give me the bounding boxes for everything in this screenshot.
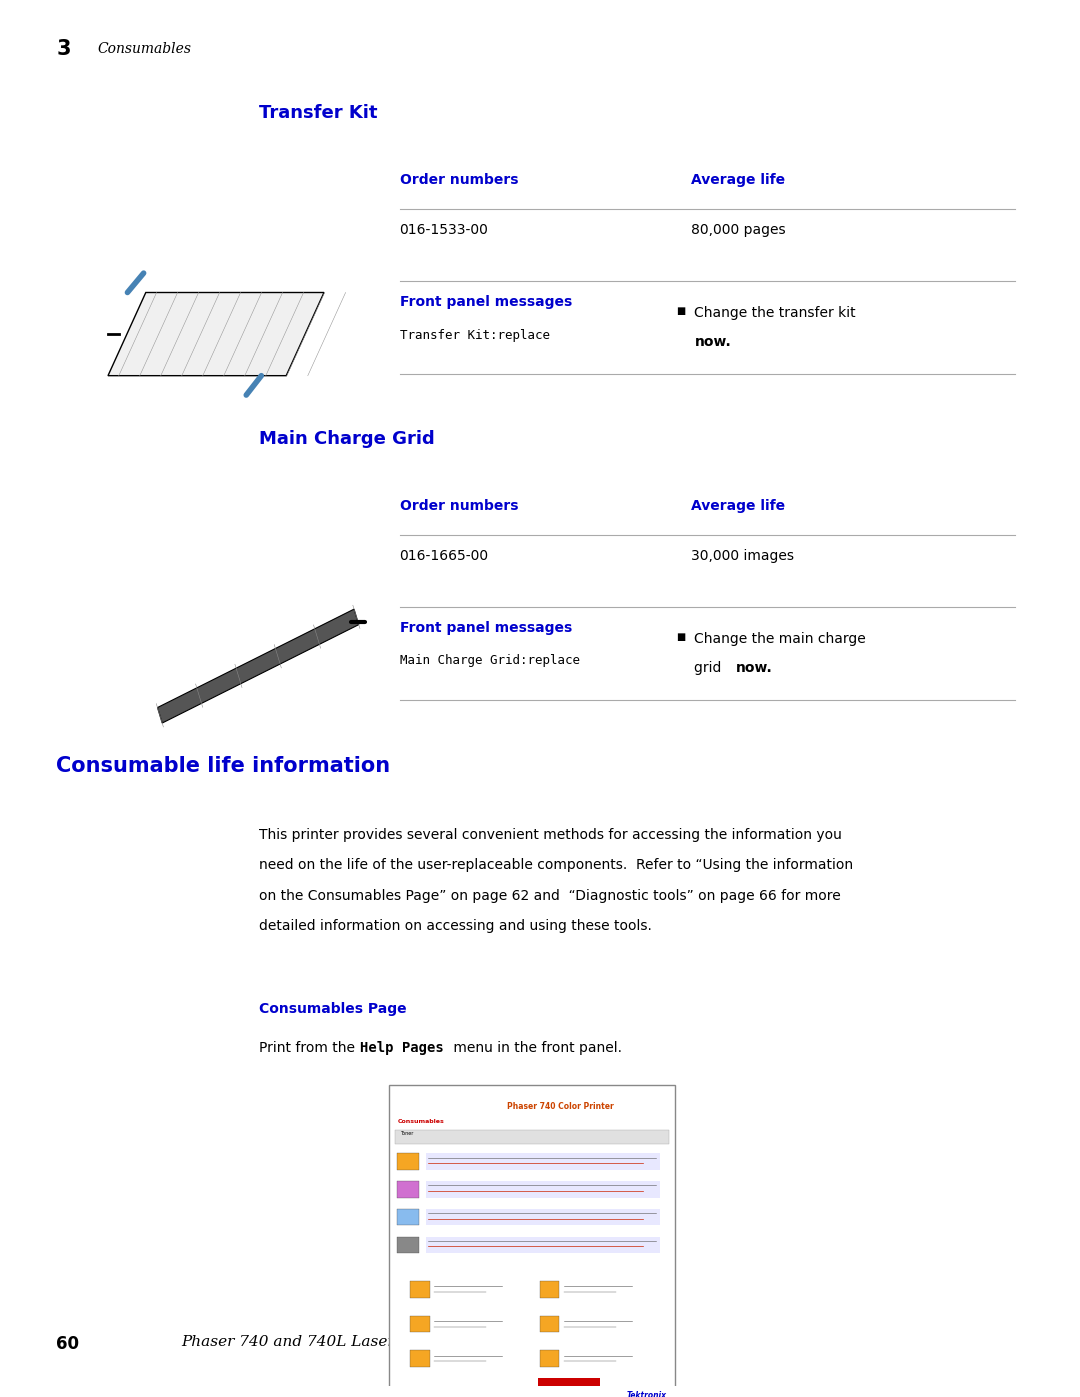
Bar <box>397 1236 419 1253</box>
Text: Order numbers: Order numbers <box>400 499 518 513</box>
Text: Main Charge Grid: Main Charge Grid <box>259 430 435 447</box>
Text: Transfer Kit:replace: Transfer Kit:replace <box>400 328 550 341</box>
Text: Order numbers: Order numbers <box>400 173 518 187</box>
Bar <box>540 1281 559 1298</box>
Text: Change the transfer kit: Change the transfer kit <box>694 306 856 320</box>
Polygon shape <box>108 292 324 376</box>
Text: 3: 3 <box>56 39 70 59</box>
Text: Phaser 740 Color Printer: Phaser 740 Color Printer <box>508 1102 613 1111</box>
Bar <box>395 1130 669 1144</box>
Text: Average life: Average life <box>691 499 785 513</box>
Text: now.: now. <box>694 335 731 349</box>
Text: Toner: Toner <box>400 1132 413 1136</box>
Bar <box>410 1316 430 1333</box>
Polygon shape <box>158 609 359 724</box>
Text: 30,000 images: 30,000 images <box>691 549 794 563</box>
Bar <box>426 1236 660 1253</box>
Bar <box>540 1316 559 1333</box>
Text: Front panel messages: Front panel messages <box>400 622 571 636</box>
Text: grid: grid <box>694 661 726 675</box>
Text: Consumables: Consumables <box>97 42 191 56</box>
Text: 016-1665-00: 016-1665-00 <box>400 549 489 563</box>
Text: ■: ■ <box>676 306 686 316</box>
Text: Phaser 740 and 740L Laser Printers: Phaser 740 and 740L Laser Printers <box>181 1336 462 1350</box>
Text: Average life: Average life <box>691 173 785 187</box>
Bar <box>426 1180 660 1197</box>
Text: menu in the front panel.: menu in the front panel. <box>449 1041 622 1055</box>
Text: 016-1533-00: 016-1533-00 <box>400 224 488 237</box>
Text: 80,000 pages: 80,000 pages <box>691 224 786 237</box>
Text: ■: ■ <box>676 631 686 643</box>
Text: detailed information on accessing and using these tools.: detailed information on accessing and us… <box>259 919 652 933</box>
Text: Consumables Page: Consumables Page <box>259 1002 407 1016</box>
Bar <box>389 1085 675 1397</box>
Text: This printer provides several convenient methods for accessing the information y: This printer provides several convenient… <box>259 827 842 841</box>
Text: 60: 60 <box>56 1336 79 1352</box>
Text: Transfer Kit: Transfer Kit <box>259 103 378 122</box>
Bar <box>426 1208 660 1225</box>
Text: Consumable life information: Consumable life information <box>56 756 390 775</box>
Bar <box>397 1180 419 1197</box>
Bar <box>410 1351 430 1366</box>
Text: on the Consumables Page” on page 62 and  “Diagnostic tools” on page 66 for more: on the Consumables Page” on page 62 and … <box>259 888 841 902</box>
Bar <box>397 1208 419 1225</box>
Text: Change the main charge: Change the main charge <box>694 631 866 647</box>
Text: need on the life of the user-replaceable components.  Refer to “Using the inform: need on the life of the user-replaceable… <box>259 858 853 872</box>
Text: Help Pages: Help Pages <box>360 1041 444 1055</box>
Bar <box>426 1154 660 1171</box>
Text: Tektronix: Tektronix <box>626 1391 666 1397</box>
Text: Print from the: Print from the <box>259 1041 360 1055</box>
Bar <box>538 1377 600 1390</box>
Text: Front panel messages: Front panel messages <box>400 295 571 309</box>
Text: Consumables: Consumables <box>397 1119 444 1123</box>
Bar <box>397 1154 419 1171</box>
Text: now.: now. <box>735 661 772 675</box>
Bar <box>540 1351 559 1366</box>
Bar <box>410 1281 430 1298</box>
Text: Main Charge Grid:replace: Main Charge Grid:replace <box>400 654 580 668</box>
